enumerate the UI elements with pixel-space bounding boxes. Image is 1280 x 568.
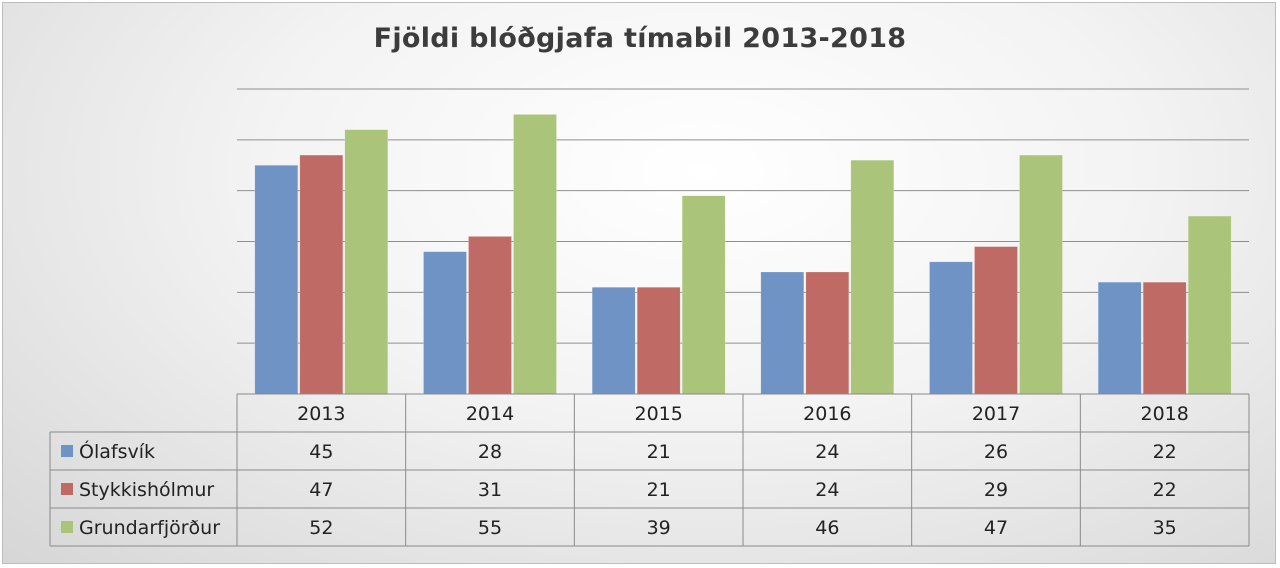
bar-grundarfjörður-2018	[1187, 215, 1232, 395]
data-label: 21	[647, 479, 671, 501]
bar-stykkishólmur-2015	[636, 287, 681, 395]
category-label: 2017	[972, 403, 1020, 425]
data-label: 24	[815, 479, 839, 501]
legend-swatch	[61, 445, 73, 457]
data-label: 35	[1153, 517, 1177, 539]
bar-ólafsvík-2015	[591, 287, 636, 395]
data-label: 46	[815, 517, 839, 539]
bar-grundarfjörður-2016	[850, 159, 895, 395]
bar-ólafsvík-2017	[929, 261, 973, 395]
data-label: 29	[984, 479, 1008, 501]
bar-stykkishólmur-2016	[805, 271, 850, 395]
legend-swatch	[61, 521, 73, 533]
bars	[254, 114, 1232, 395]
bar-ólafsvík-2014	[423, 251, 467, 395]
data-label: 22	[1153, 441, 1177, 463]
data-label: 31	[478, 479, 502, 501]
data-label: 45	[309, 441, 333, 463]
bar-stykkishólmur-2013	[299, 154, 344, 395]
bar-ólafsvík-2013	[254, 165, 299, 395]
data-label: 47	[984, 517, 1008, 539]
legend-label: Stykkishólmur	[79, 479, 214, 501]
category-label: 2013	[297, 403, 345, 425]
legend-label: Grundarfjörður	[79, 517, 220, 539]
gridlines	[237, 88, 1249, 344]
data-label: 22	[1153, 479, 1177, 501]
bar-grundarfjörður-2015	[681, 195, 726, 395]
data-label: 21	[647, 441, 671, 463]
bar-stykkishólmur-2018	[1142, 281, 1187, 395]
data-label: 39	[647, 517, 671, 539]
bar-ólafsvík-2018	[1097, 281, 1142, 395]
data-label: 47	[309, 479, 333, 501]
data-table: 2013 2014 2015 2016 2017 2018 Ólafsvík 45 28 21 24…	[49, 393, 1250, 547]
legend-label: Ólafsvík	[79, 439, 155, 463]
category-label: 2016	[803, 403, 851, 425]
data-label: 24	[815, 441, 839, 463]
chart-title: Fjöldi blóðgjafa tímabil 2013-2018	[373, 23, 907, 54]
bar-grundarfjörður-2013	[344, 129, 389, 395]
category-label: 2015	[634, 403, 682, 425]
category-label: 2014	[466, 403, 514, 425]
category-label: 2018	[1140, 403, 1188, 425]
bar-grundarfjörður-2017	[1019, 154, 1063, 395]
bar-grundarfjörður-2014	[513, 114, 557, 395]
bar-stykkishólmur-2017	[974, 246, 1018, 395]
data-label: 55	[478, 517, 502, 539]
data-label: 26	[984, 441, 1008, 463]
legend-swatch	[61, 483, 73, 495]
data-label: 52	[309, 517, 333, 539]
bar-stykkishólmur-2014	[468, 236, 512, 395]
data-label: 28	[478, 441, 502, 463]
bar-ólafsvík-2016	[760, 271, 805, 395]
